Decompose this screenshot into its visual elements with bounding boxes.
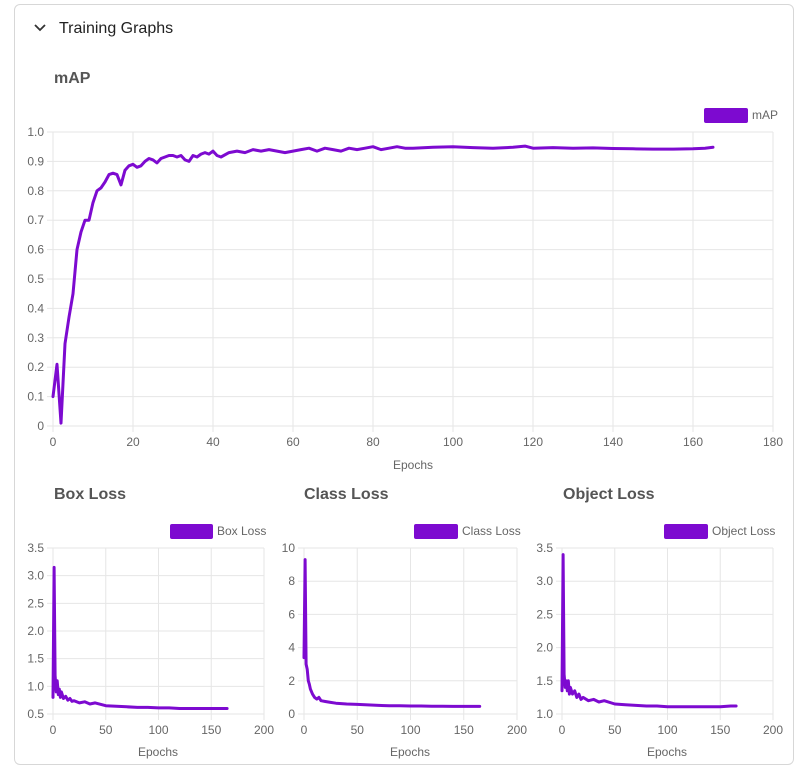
legend-swatch (170, 524, 213, 539)
y-tick-label: 8 (288, 574, 295, 588)
y-tick-label: 0.5 (27, 707, 44, 721)
legend-label: Box Loss (217, 524, 266, 538)
series-line-class-loss (302, 558, 482, 708)
x-tick-label: 180 (763, 435, 783, 449)
class-loss-chart-title: Class Loss (304, 486, 389, 503)
x-tick-label: 200 (254, 723, 274, 737)
x-tick-label: 120 (523, 435, 543, 449)
y-tick-label: 2 (288, 674, 295, 688)
y-tick-label: 2.0 (27, 624, 44, 638)
y-tick-label: 0.8 (27, 184, 44, 198)
legend-swatch (414, 524, 458, 539)
series-line-box-loss (51, 565, 229, 710)
x-tick-label: 100 (400, 723, 420, 737)
y-tick-label: 3.5 (27, 541, 44, 555)
x-tick-label: 0 (559, 723, 566, 737)
x-tick-label: 50 (608, 723, 622, 737)
x-tick-label: 40 (206, 435, 220, 449)
x-tick-label: 20 (126, 435, 140, 449)
x-tick-label: 60 (286, 435, 300, 449)
x-tick-label: 100 (443, 435, 463, 449)
y-tick-label: 0.5 (27, 272, 44, 286)
x-axis-label: Epochs (390, 745, 430, 759)
x-tick-label: 50 (99, 723, 113, 737)
y-tick-label: 1.0 (27, 125, 44, 139)
legend-label: Object Loss (712, 524, 775, 538)
box-loss-chart-title: Box Loss (54, 486, 127, 503)
x-axis-label: Epochs (393, 458, 433, 472)
x-tick-label: 150 (710, 723, 730, 737)
y-tick-label: 0.4 (27, 301, 44, 315)
x-tick-label: 160 (683, 435, 703, 449)
x-tick-label: 100 (148, 723, 168, 737)
y-tick-label: 2.0 (536, 641, 553, 655)
x-tick-label: 150 (201, 723, 221, 737)
y-tick-label: 2.5 (27, 596, 44, 610)
legend-label: mAP (752, 108, 778, 122)
legend-label: Class Loss (462, 524, 521, 538)
y-tick-label: 6 (288, 607, 295, 621)
chevron-down-icon[interactable] (33, 21, 47, 35)
y-tick-label: 3.5 (536, 541, 553, 555)
y-tick-label: 0 (37, 419, 44, 433)
object-loss-chart-title: Object Loss (563, 486, 655, 503)
legend-swatch (704, 108, 748, 123)
training-graphs-header[interactable]: Training Graphs (15, 5, 793, 53)
y-tick-label: 10 (282, 541, 296, 555)
y-tick-label: 4 (288, 641, 295, 655)
x-tick-label: 150 (454, 723, 474, 737)
x-tick-label: 200 (507, 723, 527, 737)
y-tick-label: 0 (288, 707, 295, 721)
y-tick-label: 1.5 (536, 674, 553, 688)
x-tick-label: 0 (50, 723, 57, 737)
y-tick-label: 1.0 (27, 679, 44, 693)
y-tick-label: 0.2 (27, 360, 44, 374)
y-tick-label: 1.5 (27, 652, 44, 666)
x-axis-label: Epochs (647, 745, 687, 759)
x-tick-label: 0 (50, 435, 57, 449)
y-tick-label: 0.6 (27, 243, 44, 257)
x-tick-label: 0 (301, 723, 308, 737)
y-tick-label: 0.7 (27, 213, 44, 227)
y-tick-label: 0.1 (27, 390, 44, 404)
series-line-object-loss (560, 553, 738, 709)
y-tick-label: 3.0 (27, 569, 44, 583)
y-tick-label: 3.0 (536, 574, 553, 588)
series-line-map (51, 144, 715, 425)
map-chart-title: mAP (54, 70, 91, 87)
legend-swatch (664, 524, 708, 539)
x-tick-label: 100 (657, 723, 677, 737)
training-graphs-panel: Training Graphs (14, 4, 794, 765)
y-tick-label: 2.5 (536, 607, 553, 621)
section-title: Training Graphs (59, 20, 174, 37)
y-tick-label: 0.3 (27, 331, 44, 345)
x-tick-label: 50 (351, 723, 365, 737)
x-tick-label: 200 (763, 723, 783, 737)
x-tick-label: 140 (603, 435, 623, 449)
y-tick-label: 1.0 (536, 707, 553, 721)
x-tick-label: 80 (366, 435, 380, 449)
y-tick-label: 0.9 (27, 154, 44, 168)
x-axis-label: Epochs (138, 745, 178, 759)
